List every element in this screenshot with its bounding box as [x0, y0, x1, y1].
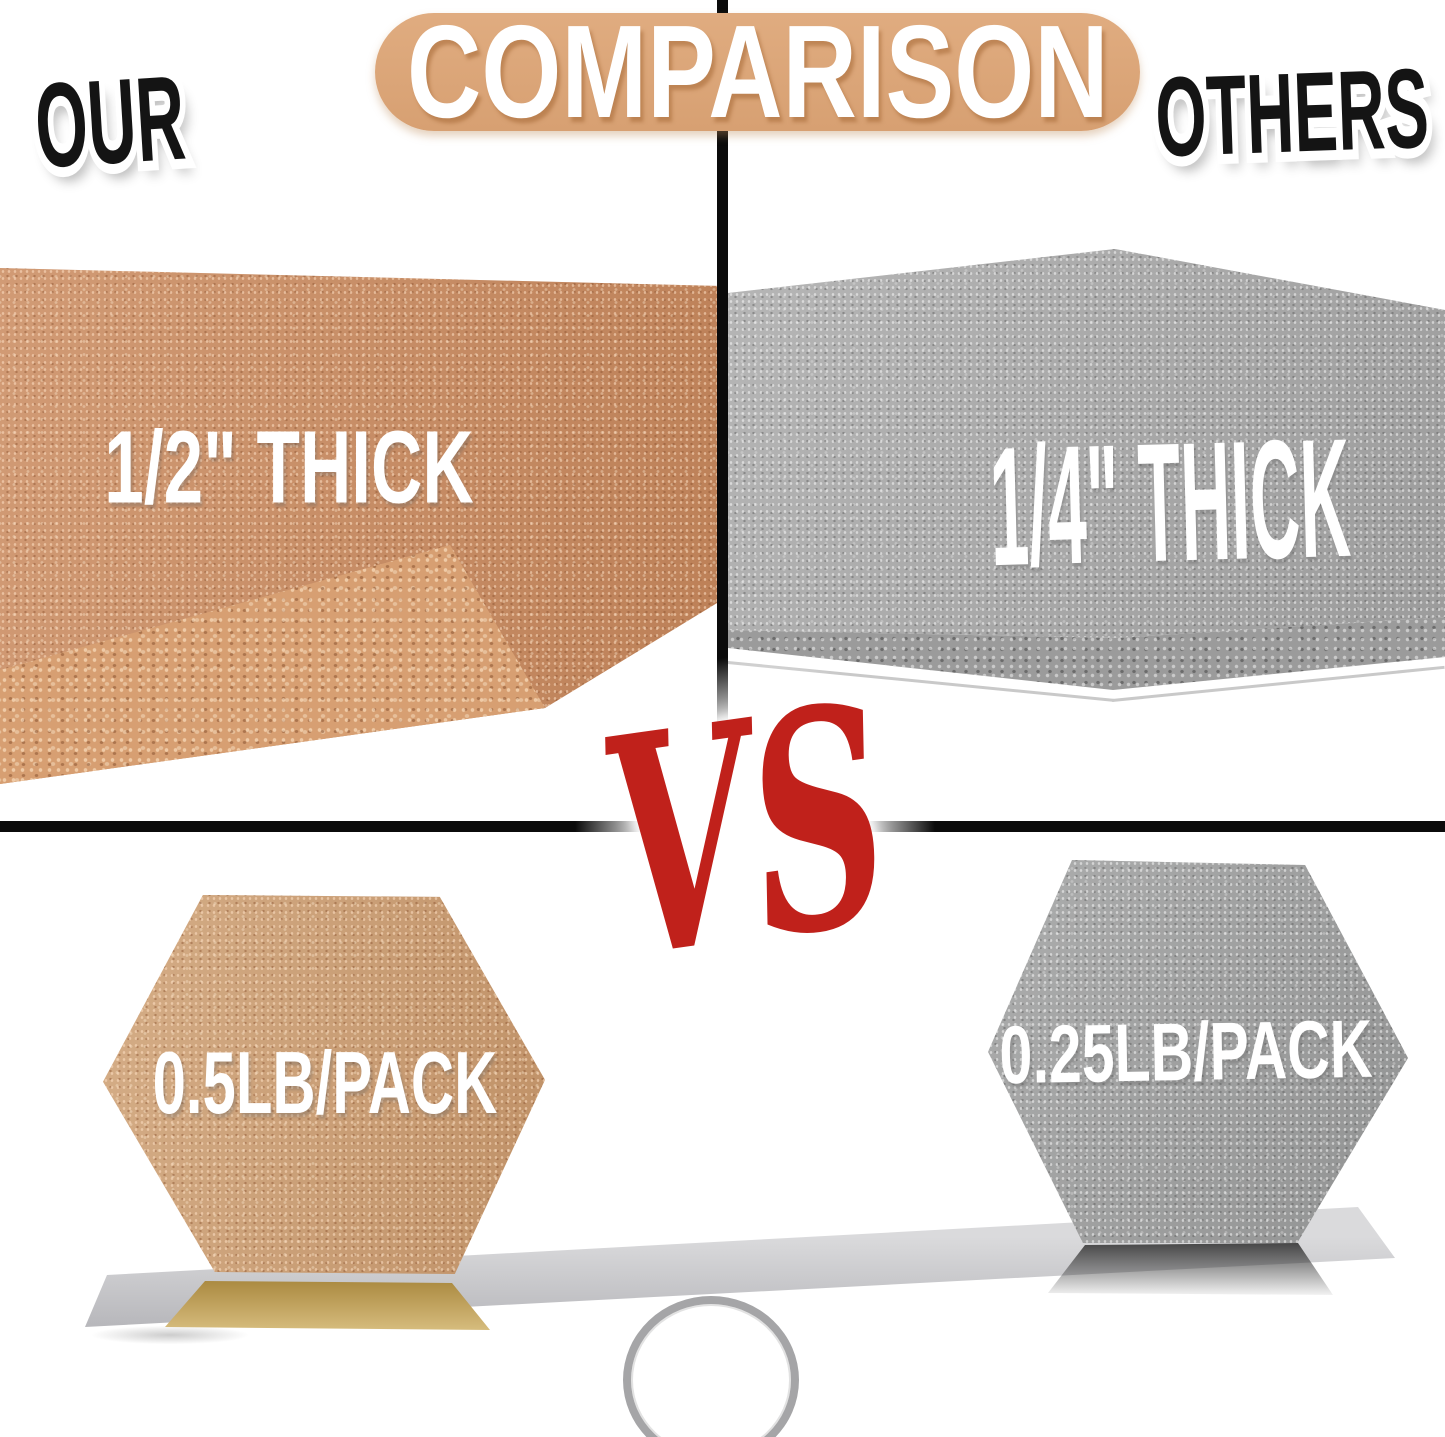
comparison-banner: COMPARISON [375, 6, 1140, 138]
gray-hexagon-reflection [1048, 1243, 1333, 1295]
others-weight-label: 0.25LB/PACK [998, 1003, 1374, 1102]
our-thickness-label: 1/2" THICK [104, 409, 474, 525]
balance-pivot-ring [623, 1296, 799, 1437]
banner-title: COMPARISON [406, 0, 1109, 145]
others-cork-board-photo [728, 249, 1445, 638]
vs-glow [575, 655, 935, 1010]
others-thickness-label: 1/4" THICK [987, 402, 1353, 602]
our-label: OUR [31, 51, 188, 194]
our-weight-label: 0.5LB/PACK [152, 1033, 498, 1132]
cork-hexagon-reflection [165, 1281, 490, 1330]
vertical-divider-line [717, 0, 728, 822]
vs-badge: VS [584, 637, 910, 1026]
others-label: OTHERS [1153, 45, 1430, 180]
